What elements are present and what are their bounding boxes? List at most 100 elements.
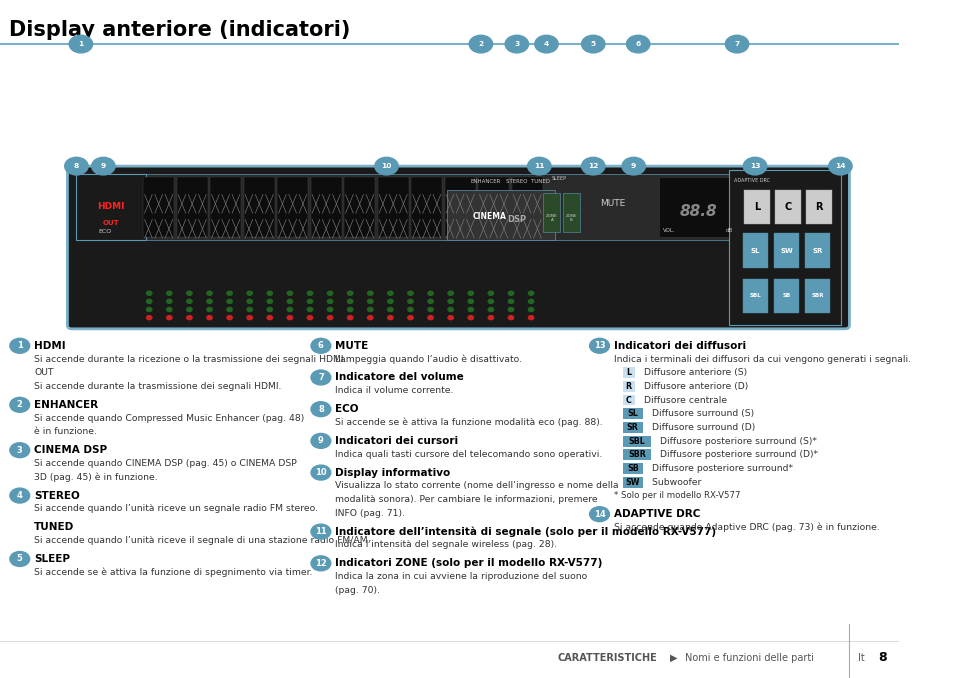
Bar <box>277 177 308 237</box>
Text: 4: 4 <box>544 41 549 47</box>
Circle shape <box>348 316 353 320</box>
Text: SL: SL <box>751 247 760 254</box>
Bar <box>543 193 561 232</box>
Circle shape <box>311 465 331 480</box>
Text: Indicatori dei cursori: Indicatori dei cursori <box>335 436 458 446</box>
Bar <box>806 190 831 224</box>
Circle shape <box>206 300 212 304</box>
Bar <box>77 174 146 239</box>
Circle shape <box>428 308 433 312</box>
Circle shape <box>388 300 393 304</box>
Text: C: C <box>784 202 792 212</box>
Text: 8: 8 <box>74 163 79 169</box>
Text: It: It <box>858 653 865 662</box>
Circle shape <box>489 292 493 296</box>
Text: SLEEP: SLEEP <box>551 176 566 181</box>
Text: modalità sonora). Per cambiare le informazioni, premere: modalità sonora). Per cambiare le inform… <box>335 495 598 504</box>
Circle shape <box>247 316 252 320</box>
Text: SBR: SBR <box>811 294 824 298</box>
Text: 88.8: 88.8 <box>680 204 717 219</box>
Circle shape <box>508 300 514 304</box>
Bar <box>743 279 768 313</box>
Circle shape <box>528 292 534 296</box>
Bar <box>563 193 580 232</box>
Circle shape <box>508 316 514 320</box>
Text: MUTE: MUTE <box>600 199 626 208</box>
Circle shape <box>307 308 313 312</box>
Circle shape <box>206 308 212 312</box>
Text: ECO: ECO <box>98 229 111 234</box>
Circle shape <box>267 300 273 304</box>
Circle shape <box>10 338 30 353</box>
Circle shape <box>311 433 331 448</box>
Text: 14: 14 <box>593 510 606 519</box>
Bar <box>177 177 207 237</box>
Text: Si accende quando CINEMA DSP (pag. 45) o CINEMA DSP: Si accende quando CINEMA DSP (pag. 45) o… <box>35 459 297 468</box>
Text: SBL: SBL <box>629 437 645 445</box>
Circle shape <box>307 300 313 304</box>
Text: STEREO: STEREO <box>35 491 80 500</box>
Text: VOL.: VOL. <box>663 228 676 233</box>
Text: Si accende quando Compressed Music Enhancer (pag. 48): Si accende quando Compressed Music Enhan… <box>35 414 304 422</box>
Text: MUTE: MUTE <box>335 341 369 351</box>
Text: dB: dB <box>726 228 732 233</box>
Text: (pag. 70).: (pag. 70). <box>335 586 380 595</box>
Circle shape <box>428 292 433 296</box>
Circle shape <box>167 316 172 320</box>
Text: 7: 7 <box>734 41 740 47</box>
Text: SW: SW <box>780 247 793 254</box>
Circle shape <box>186 300 192 304</box>
Text: ENHANCER: ENHANCER <box>470 180 501 184</box>
Text: SR: SR <box>627 423 638 432</box>
Text: CARATTERISTICHE: CARATTERISTICHE <box>558 653 657 662</box>
Circle shape <box>505 35 529 53</box>
Text: ADAPTIVE DRC: ADAPTIVE DRC <box>734 178 770 183</box>
Circle shape <box>448 308 453 312</box>
Circle shape <box>206 316 212 320</box>
Text: Indica l’intensità del segnale wireless (pag. 28).: Indica l’intensità del segnale wireless … <box>335 540 557 549</box>
Text: Diffusore surround (S): Diffusore surround (S) <box>646 410 755 418</box>
Text: 5: 5 <box>17 555 23 563</box>
Text: ADAPTIVE DRC: ADAPTIVE DRC <box>613 509 700 519</box>
Bar <box>729 170 841 325</box>
Bar <box>77 174 840 239</box>
Circle shape <box>348 308 353 312</box>
Circle shape <box>535 35 558 53</box>
Text: SB: SB <box>627 464 638 473</box>
Circle shape <box>206 292 212 296</box>
Circle shape <box>186 292 192 296</box>
Text: Si accende se è attiva la funzione modalità eco (pag. 88).: Si accende se è attiva la funzione modal… <box>335 418 603 427</box>
Text: Lampeggia quando l’audio è disattivato.: Lampeggia quando l’audio è disattivato. <box>335 355 522 364</box>
Circle shape <box>622 157 645 175</box>
Text: Diffusore anteriore (S): Diffusore anteriore (S) <box>638 368 747 377</box>
Bar <box>512 177 542 237</box>
Circle shape <box>311 524 331 539</box>
Bar <box>623 381 635 392</box>
Text: ZONE
A: ZONE A <box>546 214 558 222</box>
Text: HDMI: HDMI <box>97 203 125 212</box>
Bar <box>776 190 801 224</box>
Circle shape <box>468 292 473 296</box>
Text: OUT: OUT <box>103 220 119 226</box>
Circle shape <box>448 292 453 296</box>
Bar <box>623 422 642 433</box>
Bar <box>377 177 409 237</box>
Circle shape <box>10 397 30 412</box>
Text: R: R <box>626 382 632 391</box>
Bar <box>623 367 635 378</box>
Text: SBR: SBR <box>628 450 646 459</box>
Text: 9: 9 <box>101 163 106 169</box>
Text: 3: 3 <box>515 41 519 47</box>
Circle shape <box>589 506 610 521</box>
Text: Diffusore centrale: Diffusore centrale <box>638 395 728 405</box>
Bar <box>210 177 241 237</box>
Circle shape <box>147 292 152 296</box>
Text: Diffusore anteriore (D): Diffusore anteriore (D) <box>638 382 749 391</box>
Text: Indica la zona in cui avviene la riproduzione del suono: Indica la zona in cui avviene la riprodu… <box>335 572 588 581</box>
Circle shape <box>247 300 252 304</box>
Text: SBL: SBL <box>750 294 761 298</box>
Circle shape <box>64 157 88 175</box>
Bar <box>623 463 642 474</box>
Circle shape <box>186 316 192 320</box>
Circle shape <box>582 35 605 53</box>
